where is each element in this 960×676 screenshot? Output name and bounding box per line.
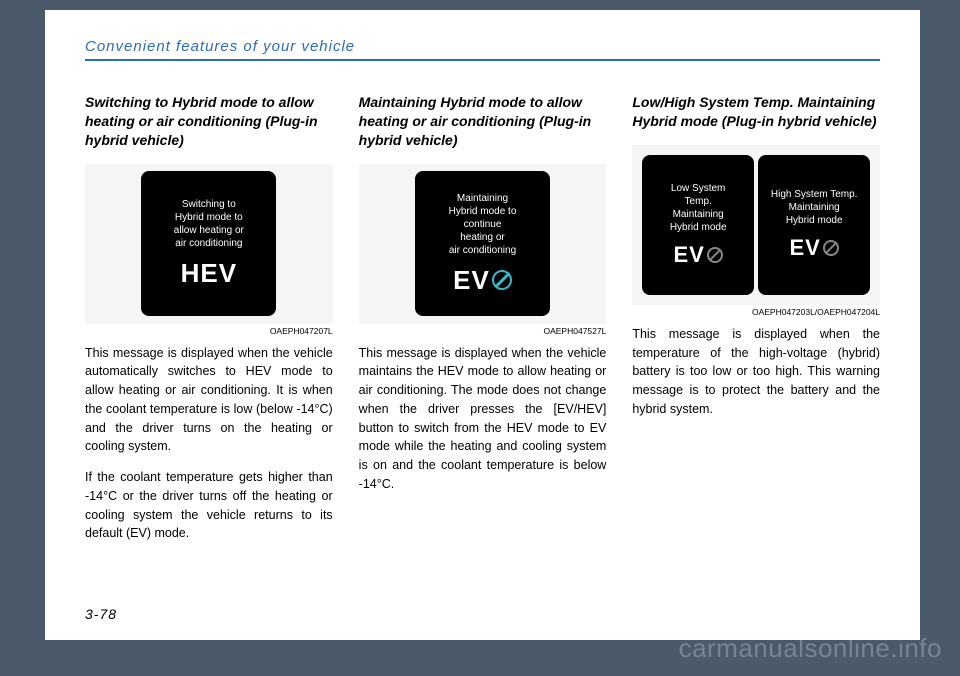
column-1: Switching to Hybrid mode to allow heatin…: [85, 93, 333, 555]
mode-text: EV: [673, 242, 704, 268]
manual-page: Convenient features of your vehicle Swit…: [45, 10, 920, 640]
image-code: OAEPH047203L/OAEPH047204L: [632, 307, 880, 317]
image-code: OAEPH047527L: [359, 326, 607, 336]
mode-text: HEV: [181, 258, 237, 289]
section-heading: Switching to Hybrid mode to allow heatin…: [85, 93, 333, 150]
page-number: 3-78: [85, 606, 117, 622]
figure-display: Maintaining Hybrid mode to continue heat…: [359, 164, 607, 324]
prohibit-icon: [823, 240, 839, 256]
mode-indicator: HEV: [181, 258, 237, 289]
vehicle-screen: Switching to Hybrid mode to allow heatin…: [141, 171, 276, 316]
figure-display: Low System Temp. Maintaining Hybrid mode…: [632, 145, 880, 305]
prohibit-icon: [492, 270, 512, 290]
page-header: Convenient features of your vehicle: [85, 38, 880, 61]
image-code: OAEPH047207L: [85, 326, 333, 336]
mode-indicator: EV: [453, 265, 512, 296]
section-heading: Low/High System Temp. Maintaining Hybrid…: [632, 93, 880, 131]
column-3: Low/High System Temp. Maintaining Hybrid…: [632, 93, 880, 555]
mode-text: EV: [789, 235, 820, 261]
vehicle-screen: Maintaining Hybrid mode to continue heat…: [415, 171, 550, 316]
screen-message: Low System Temp. Maintaining Hybrid mode: [670, 182, 727, 234]
paragraph-text: This message is displayed when the tempe…: [632, 325, 880, 419]
mode-indicator: EV: [789, 235, 838, 261]
content-columns: Switching to Hybrid mode to allow heatin…: [85, 93, 880, 555]
mode-indicator: EV: [673, 242, 722, 268]
screen-message: Maintaining Hybrid mode to continue heat…: [449, 192, 517, 257]
mode-text: EV: [453, 265, 490, 296]
figure-display: Switching to Hybrid mode to allow heatin…: [85, 164, 333, 324]
watermark-text: carmanualsonline.info: [679, 633, 942, 664]
section-heading: Maintaining Hybrid mode to allow heating…: [359, 93, 607, 150]
screen-message: Switching to Hybrid mode to allow heatin…: [174, 198, 244, 250]
column-2: Maintaining Hybrid mode to allow heating…: [359, 93, 607, 555]
vehicle-screen: High System Temp. Maintaining Hybrid mod…: [758, 155, 870, 295]
paragraph-text: This message is displayed when the vehic…: [359, 344, 607, 494]
screen-message: High System Temp. Maintaining Hybrid mod…: [771, 188, 858, 227]
prohibit-icon: [707, 247, 723, 263]
paragraph-text: If the coolant temperature gets higher t…: [85, 468, 333, 543]
paragraph-text: This message is displayed when the vehic…: [85, 344, 333, 457]
vehicle-screen: Low System Temp. Maintaining Hybrid mode…: [642, 155, 754, 295]
